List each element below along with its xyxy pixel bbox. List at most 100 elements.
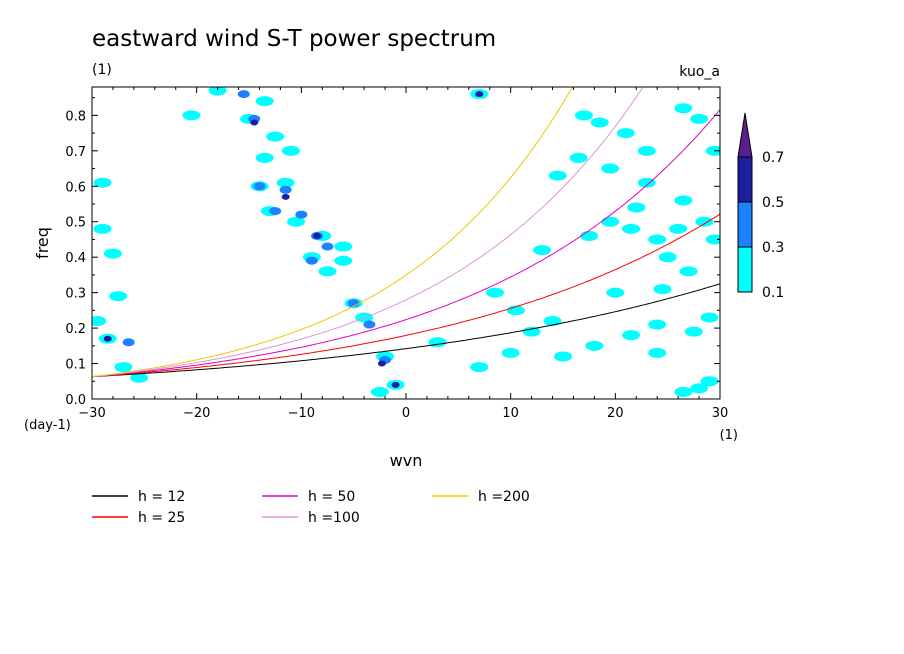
- contour-blob: [370, 386, 389, 397]
- contour-blob: [622, 223, 641, 234]
- contour-blob: [114, 362, 133, 373]
- contour-blob: [590, 117, 609, 128]
- contour-blob: [648, 319, 667, 330]
- contour-blob: [305, 256, 318, 265]
- chart-title: eastward wind S-T power spectrum: [92, 26, 496, 52]
- legend: h = 12 h = 25 h = 50 h =100 h =200: [92, 489, 530, 526]
- contour-blob: [321, 242, 334, 251]
- contour-blob: [103, 248, 122, 259]
- contour-blob: [601, 163, 620, 174]
- legend-label: h =200: [478, 489, 530, 505]
- colorbar-label: 0.5: [762, 195, 784, 211]
- contour-blob: [658, 252, 677, 263]
- contour-blob: [250, 119, 259, 126]
- y-tick-label: 0.5: [65, 216, 86, 231]
- contour-blob: [705, 145, 720, 156]
- contour-blob: [679, 266, 698, 277]
- contour-blob: [648, 234, 667, 245]
- contour-blob: [313, 232, 322, 239]
- colorbar-label: 0.7: [762, 150, 784, 166]
- y-tick-label: 0.8: [65, 109, 86, 124]
- contour-blob: [674, 195, 693, 206]
- contour-blob: [475, 91, 484, 98]
- series-line-h12: [92, 283, 720, 378]
- contour-fill-layer: [92, 87, 720, 397]
- series-line-h200: [92, 87, 573, 378]
- chart-subtitle-right: kuo_a: [679, 64, 720, 80]
- contour-blob: [648, 347, 667, 358]
- contour-blob: [637, 145, 656, 156]
- legend-label: h =100: [308, 510, 360, 526]
- contour-blob: [637, 177, 656, 188]
- contour-blob: [543, 316, 562, 326]
- contour-blob: [253, 182, 266, 191]
- contour-blob: [266, 131, 285, 142]
- contour-blob: [281, 193, 290, 200]
- colorbar-label: 0.1: [762, 285, 784, 301]
- contour-blob: [363, 320, 376, 329]
- contour-blob: [533, 245, 552, 256]
- contour-blob: [255, 152, 274, 163]
- y-tick-label: 0.4: [65, 251, 86, 266]
- axis-ticks: −30 −20 −10 0 10 20 30 0.0 0.1 0.2 0.3 0.4 0.5 0.6 0.7…: [65, 87, 728, 421]
- contour-blob: [690, 113, 709, 124]
- contour-blob: [580, 230, 599, 241]
- legend-label: h = 25: [138, 510, 185, 526]
- contour-blob: [93, 223, 112, 234]
- series-line-h100: [92, 87, 644, 378]
- contour-blob: [585, 340, 604, 351]
- contour-blob: [103, 335, 112, 342]
- contour-blob: [606, 287, 625, 298]
- contour-blob: [554, 351, 572, 362]
- colorbar-seg: [737, 246, 753, 293]
- y-tick-label: 0.7: [65, 145, 86, 160]
- x-tick-label: 30: [712, 406, 729, 421]
- contour-blob: [347, 299, 360, 308]
- contour-blob: [485, 287, 504, 298]
- contour-blob: [669, 223, 688, 234]
- contour-blob: [237, 90, 250, 99]
- contour-blob: [92, 316, 107, 326]
- contour-blob: [695, 216, 714, 227]
- contour-blob: [574, 110, 593, 121]
- y-tick-label: 0.1: [65, 358, 86, 373]
- dispersion-curves: [92, 87, 720, 378]
- contour-blob: [569, 152, 588, 163]
- x-tick-label: −30: [78, 406, 105, 421]
- contour-blob: [690, 383, 709, 394]
- contour-blob: [182, 110, 201, 121]
- contour-blob: [705, 234, 720, 245]
- contour-blob: [287, 216, 306, 227]
- x-axis-label: wvn: [390, 451, 423, 470]
- series-line-h25: [92, 213, 720, 378]
- contour-blob: [700, 376, 719, 387]
- contour-blob: [391, 381, 400, 388]
- legend-label: h = 12: [138, 489, 185, 505]
- contour-blob: [334, 241, 353, 252]
- x-tick-label: 0: [402, 406, 410, 421]
- x-tick-label: 10: [502, 406, 519, 421]
- y-tick-label: 0.6: [65, 180, 86, 195]
- colorbar-label: 0.3: [762, 240, 784, 256]
- y-tick-label: 0.2: [65, 322, 86, 337]
- colorbar-seg: [737, 201, 753, 248]
- contour-blob: [684, 326, 703, 337]
- contour-blob: [653, 284, 672, 295]
- contour-blob: [522, 326, 541, 337]
- contour-blob: [276, 177, 295, 188]
- contour-blob: [109, 291, 128, 302]
- contour-blob: [279, 185, 292, 194]
- contour-blob: [377, 360, 386, 367]
- contour-blob: [208, 87, 227, 96]
- y-axis-label: freq: [33, 227, 52, 259]
- contour-blob: [334, 255, 353, 266]
- x-tick-label: −20: [183, 406, 210, 421]
- contour-blob: [122, 338, 135, 347]
- contour-blob: [501, 347, 520, 358]
- contour-blob: [627, 202, 646, 213]
- contour-blob: [255, 96, 274, 107]
- contour-blob: [700, 312, 719, 323]
- contour-blob: [318, 266, 337, 277]
- colorbar: 0.1 0.3 0.5 0.7: [737, 112, 784, 301]
